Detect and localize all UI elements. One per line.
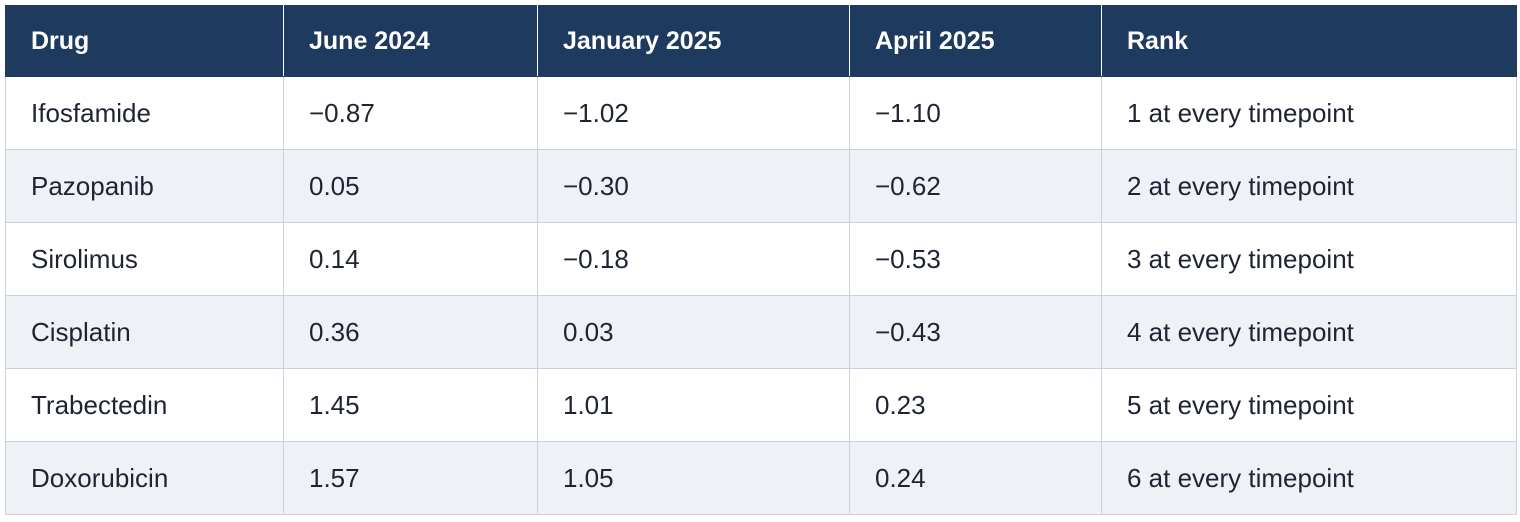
table-row: Ifosfamide −0.87 −1.02 −1.10 1 at every … [5,76,1517,150]
cell-january-2025: 1.01 [537,368,850,442]
table-row: Cisplatin 0.36 0.03 −0.43 4 at every tim… [5,295,1517,369]
cell-june-2024: 0.36 [283,295,538,369]
cell-rank: 3 at every timepoint [1101,222,1517,296]
table-row: Doxorubicin 1.57 1.05 0.24 6 at every ti… [5,441,1517,515]
cell-rank: 6 at every timepoint [1101,441,1517,515]
cell-june-2024: 0.05 [283,149,538,223]
cell-april-2025: 0.24 [849,441,1102,515]
cell-drug: Trabectedin [5,368,284,442]
cell-drug: Sirolimus [5,222,284,296]
cell-april-2025: −0.43 [849,295,1102,369]
cell-january-2025: 0.03 [537,295,850,369]
column-header-drug: Drug [5,5,284,77]
cell-april-2025: −0.62 [849,149,1102,223]
column-header-january-2025: January 2025 [537,5,850,77]
data-table-container: Drug June 2024 January 2025 April 2025 R… [5,5,1517,515]
column-header-rank: Rank [1101,5,1517,77]
cell-january-2025: −1.02 [537,76,850,150]
cell-june-2024: −0.87 [283,76,538,150]
table-row: Trabectedin 1.45 1.01 0.23 5 at every ti… [5,368,1517,442]
cell-drug: Pazopanib [5,149,284,223]
column-header-april-2025: April 2025 [849,5,1102,77]
cell-january-2025: −0.18 [537,222,850,296]
cell-april-2025: −1.10 [849,76,1102,150]
cell-rank: 5 at every timepoint [1101,368,1517,442]
table-header-row: Drug June 2024 January 2025 April 2025 R… [5,5,1517,77]
cell-january-2025: 1.05 [537,441,850,515]
drug-timepoint-table: Drug June 2024 January 2025 April 2025 R… [5,5,1517,515]
cell-april-2025: 0.23 [849,368,1102,442]
cell-january-2025: −0.30 [537,149,850,223]
cell-drug: Doxorubicin [5,441,284,515]
cell-june-2024: 1.45 [283,368,538,442]
cell-drug: Cisplatin [5,295,284,369]
table-row: Pazopanib 0.05 −0.30 −0.62 2 at every ti… [5,149,1517,223]
cell-drug: Ifosfamide [5,76,284,150]
column-header-june-2024: June 2024 [283,5,538,77]
cell-rank: 1 at every timepoint [1101,76,1517,150]
cell-april-2025: −0.53 [849,222,1102,296]
cell-rank: 2 at every timepoint [1101,149,1517,223]
cell-june-2024: 0.14 [283,222,538,296]
cell-rank: 4 at every timepoint [1101,295,1517,369]
table-row: Sirolimus 0.14 −0.18 −0.53 3 at every ti… [5,222,1517,296]
cell-june-2024: 1.57 [283,441,538,515]
